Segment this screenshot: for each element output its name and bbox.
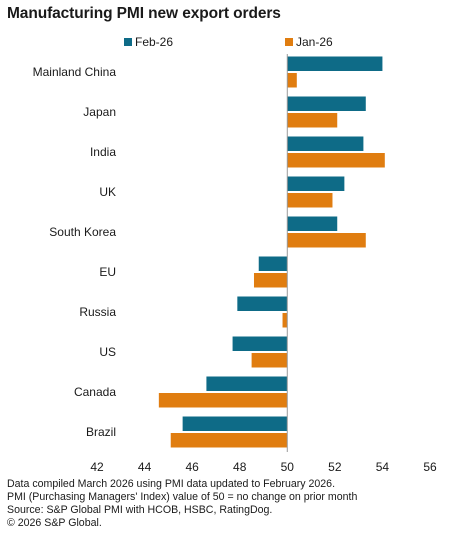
bar-eu-jan-26 <box>253 273 288 288</box>
bar-canada-jan-26 <box>158 393 288 408</box>
chart-notes: Data compiled March 2026 using PMI data … <box>7 478 357 530</box>
note-copyright: © 2026 S&P Global. <box>7 517 102 529</box>
note-pmi-definition: PMI (Purchasing Managers' Index) value o… <box>7 491 358 503</box>
bar-uk-feb-26 <box>287 176 345 191</box>
bar-russia-jan-26 <box>282 313 288 328</box>
category-label: EU <box>99 265 116 279</box>
bar-chart: Feb-26 Jan-26 Mainland China Japan India UK S… <box>33 35 437 474</box>
bar-south-korea-feb-26 <box>287 216 338 231</box>
bar-uk-jan-26 <box>287 193 333 208</box>
x-tick-label: 52 <box>328 460 342 474</box>
legend: Feb-26 Jan-26 <box>124 35 333 49</box>
category-label: India <box>90 145 116 159</box>
bar-brazil-feb-26 <box>182 416 288 431</box>
x-tick-label: 50 <box>281 460 295 474</box>
bar-south-korea-jan-26 <box>287 233 366 248</box>
bar-us-feb-26 <box>232 336 288 351</box>
category-label: UK <box>99 185 116 199</box>
legend-label-jan-26: Jan-26 <box>296 35 333 49</box>
x-tick-label: 44 <box>138 460 152 474</box>
bar-us-jan-26 <box>251 353 288 368</box>
bar-japan-feb-26 <box>287 96 366 111</box>
bar-india-jan-26 <box>287 153 385 168</box>
category-label: Russia <box>79 305 116 319</box>
note-source: Source: S&P Global PMI with HCOB, HSBC, … <box>7 504 273 516</box>
category-label: Japan <box>83 105 116 119</box>
x-tick-label: 46 <box>185 460 199 474</box>
category-label: Brazil <box>86 425 116 439</box>
bar-india-feb-26 <box>287 136 364 151</box>
x-axis-ticks: 42 44 46 48 50 52 54 56 <box>90 460 437 474</box>
bar-eu-feb-26 <box>258 256 288 271</box>
x-tick-label: 42 <box>90 460 104 474</box>
x-tick-label: 48 <box>233 460 247 474</box>
legend-swatch-jan-26 <box>285 38 293 46</box>
bar-japan-jan-26 <box>287 113 338 128</box>
chart-title: Manufacturing PMI new export orders <box>7 5 281 22</box>
bar-mainland-china-feb-26 <box>287 56 383 71</box>
bar-brazil-jan-26 <box>170 433 288 448</box>
legend-swatch-feb-26 <box>124 38 132 46</box>
x-tick-label: 54 <box>376 460 390 474</box>
category-label: US <box>99 345 116 359</box>
category-label: Canada <box>74 385 116 399</box>
category-label: Mainland China <box>33 65 117 79</box>
x-tick-label: 56 <box>423 460 437 474</box>
bar-mainland-china-jan-26 <box>287 73 297 88</box>
category-labels: Mainland China Japan India UK South Korea EU R… <box>33 65 117 439</box>
category-label: South Korea <box>49 225 116 239</box>
note-compiled: Data compiled March 2026 using PMI data … <box>7 478 336 490</box>
bar-canada-feb-26 <box>206 376 288 391</box>
bars <box>158 56 385 448</box>
legend-label-feb-26: Feb-26 <box>135 35 173 49</box>
bar-russia-feb-26 <box>237 296 288 311</box>
